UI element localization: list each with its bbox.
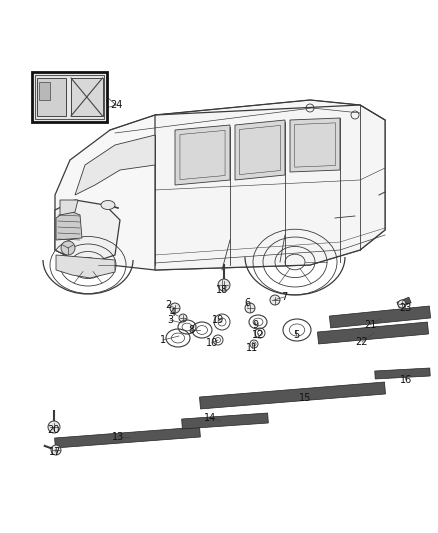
Polygon shape bbox=[60, 200, 78, 215]
Text: 18: 18 bbox=[216, 285, 228, 295]
Polygon shape bbox=[75, 135, 155, 195]
Ellipse shape bbox=[101, 200, 115, 209]
Bar bbox=[39, 82, 49, 100]
Circle shape bbox=[51, 445, 61, 455]
Polygon shape bbox=[56, 255, 115, 278]
Text: 12: 12 bbox=[252, 330, 264, 340]
Polygon shape bbox=[175, 125, 230, 185]
Polygon shape bbox=[200, 382, 385, 409]
Text: 15: 15 bbox=[299, 393, 311, 403]
Polygon shape bbox=[397, 297, 411, 308]
Text: 7: 7 bbox=[281, 292, 287, 302]
Bar bbox=[71, 78, 102, 116]
Text: 24: 24 bbox=[110, 100, 122, 110]
Circle shape bbox=[398, 300, 406, 308]
Polygon shape bbox=[55, 427, 200, 448]
Text: 1: 1 bbox=[160, 335, 166, 345]
Circle shape bbox=[270, 295, 280, 305]
Text: 23: 23 bbox=[399, 303, 411, 313]
Polygon shape bbox=[155, 105, 385, 270]
Text: 13: 13 bbox=[112, 432, 124, 442]
Text: 16: 16 bbox=[400, 375, 412, 385]
Text: 10: 10 bbox=[206, 338, 218, 348]
Bar bbox=[35, 75, 104, 119]
Text: 3: 3 bbox=[167, 315, 173, 325]
Text: 21: 21 bbox=[364, 320, 376, 330]
Circle shape bbox=[179, 314, 187, 322]
Text: 9: 9 bbox=[252, 320, 258, 330]
Text: 17: 17 bbox=[49, 447, 61, 457]
Circle shape bbox=[170, 303, 180, 313]
Polygon shape bbox=[55, 100, 385, 270]
Circle shape bbox=[48, 421, 60, 433]
Polygon shape bbox=[182, 413, 268, 429]
Polygon shape bbox=[375, 368, 430, 379]
Bar bbox=[32, 72, 107, 122]
Text: 22: 22 bbox=[356, 337, 368, 347]
Text: 20: 20 bbox=[47, 425, 59, 435]
Text: 2: 2 bbox=[165, 300, 171, 310]
Text: 5: 5 bbox=[293, 330, 299, 340]
Polygon shape bbox=[329, 306, 431, 328]
Circle shape bbox=[245, 303, 255, 313]
Text: 19: 19 bbox=[212, 315, 224, 325]
Circle shape bbox=[61, 241, 75, 255]
Text: 11: 11 bbox=[246, 343, 258, 353]
Polygon shape bbox=[56, 210, 82, 240]
Text: 14: 14 bbox=[204, 413, 216, 423]
Text: 8: 8 bbox=[188, 325, 194, 335]
Circle shape bbox=[218, 279, 230, 291]
Polygon shape bbox=[55, 200, 120, 265]
Polygon shape bbox=[318, 322, 428, 344]
Bar bbox=[37, 78, 66, 116]
Text: 4: 4 bbox=[170, 308, 176, 318]
Polygon shape bbox=[290, 118, 340, 172]
Polygon shape bbox=[235, 120, 285, 180]
Text: 6: 6 bbox=[244, 298, 250, 308]
